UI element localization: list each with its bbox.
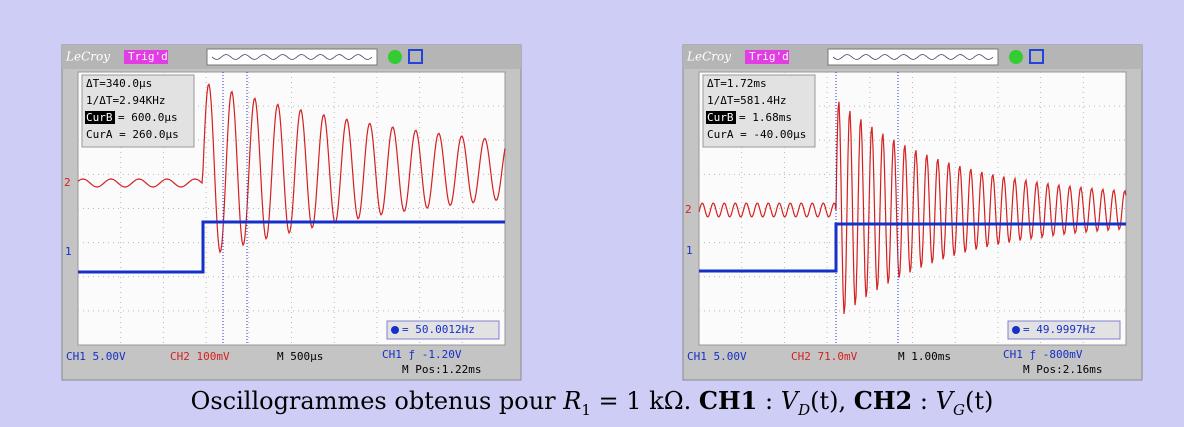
caption-text: : xyxy=(765,387,773,415)
timebase: M 500µs xyxy=(277,350,323,363)
readout-label: CurB xyxy=(86,111,113,124)
m-pos: M Pos:1.22ms xyxy=(402,363,481,376)
oscilloscope: LeCroy Trig'd 2 1 ΔT=1.72ms 1/ΔT=581.4Hz CurB =… xyxy=(683,45,1142,380)
trigger: CH1 ƒ -800mV xyxy=(1003,348,1083,361)
caption-channel: CH1 xyxy=(699,386,757,415)
readout: 1/ΔT=2.94KHz xyxy=(86,94,165,107)
icon xyxy=(388,50,402,64)
figure: LeCroy Trig'd 2 1 ΔT=340.0µs 1/ΔT=2.94KHz CurB… xyxy=(0,0,1184,427)
caption: Oscillogrammes obtenus pour R1 = 1 kΩ. C… xyxy=(0,386,1184,419)
math-sub: 1 xyxy=(581,401,591,419)
ch2-marker: 2 xyxy=(685,203,692,216)
icon xyxy=(1009,50,1023,64)
ch2-marker: 2 xyxy=(64,176,71,189)
math: (t) xyxy=(965,387,993,415)
brand: LeCroy xyxy=(65,50,110,64)
readout: ΔT=1.72ms xyxy=(707,77,767,90)
math-sub: G xyxy=(953,401,965,419)
oscilloscope: LeCroy Trig'd 2 1 ΔT=340.0µs 1/ΔT=2.94KHz CurB… xyxy=(62,45,521,380)
ch1-setting: CH1 5.00V xyxy=(687,350,747,363)
frequency-icon xyxy=(1012,326,1020,334)
page: LeCroy Trig'd 2 1 ΔT=340.0µs 1/ΔT=2.94KHz CurB… xyxy=(0,0,1184,427)
math: V xyxy=(936,387,953,415)
readout: = 600.0µs xyxy=(118,111,178,124)
caption-channel: CH2 xyxy=(854,386,912,415)
ch1-marker: 1 xyxy=(65,245,72,258)
timebase: M 1.00ms xyxy=(898,350,951,363)
math: = 1 kΩ. xyxy=(599,387,692,415)
m-pos: M Pos:2.16ms xyxy=(1023,363,1102,376)
readout: ΔT=340.0µs xyxy=(86,77,152,90)
readout-label: CurB xyxy=(707,111,734,124)
frequency: = 50.0012Hz xyxy=(402,323,475,336)
readout: = 1.68ms xyxy=(739,111,792,124)
frequency: = 49.9997Hz xyxy=(1023,323,1096,336)
overview-box xyxy=(207,49,377,65)
frequency-icon xyxy=(391,326,399,334)
status: Trig'd xyxy=(749,50,789,63)
brand: LeCroy xyxy=(686,50,731,64)
math: R xyxy=(563,387,581,415)
readout: 1/ΔT=581.4Hz xyxy=(707,94,786,107)
math: V xyxy=(781,387,798,415)
readout: CurA = 260.0µs xyxy=(86,128,179,141)
ch1-setting: CH1 5.00V xyxy=(66,350,126,363)
caption-text: Oscillogrammes obtenus pour xyxy=(191,387,556,415)
overview-box xyxy=(828,49,998,65)
readout: CurA = -40.00µs xyxy=(707,128,806,141)
ch1-marker: 1 xyxy=(686,244,693,257)
caption-text: : xyxy=(920,387,928,415)
math: (t), xyxy=(810,387,846,415)
ch2-setting: CH2 71.0mV xyxy=(791,350,858,363)
trigger: CH1 ƒ -1.20V xyxy=(382,348,462,361)
math-sub: D xyxy=(798,401,810,419)
math-sub: G xyxy=(953,401,965,419)
ch2-setting: CH2 100mV xyxy=(170,350,230,363)
status: Trig'd xyxy=(128,50,168,63)
math-sub: D xyxy=(798,401,810,419)
